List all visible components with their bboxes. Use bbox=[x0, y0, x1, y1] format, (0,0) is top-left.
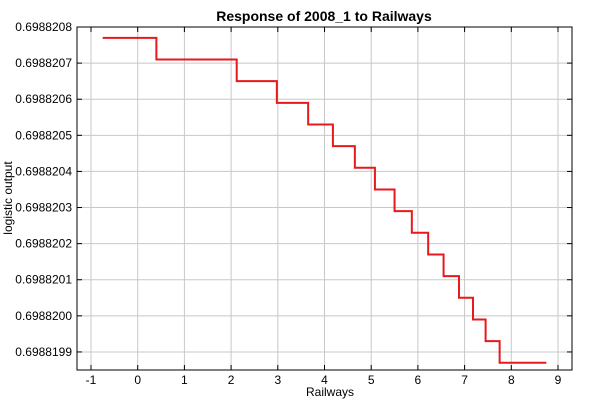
x-tick-label: 6 bbox=[415, 373, 422, 387]
series bbox=[102, 36, 547, 364]
x-tick-labels: -1 0 1 2 3 4 5 6 7 8 9 bbox=[86, 373, 562, 387]
x-tick-label: 3 bbox=[274, 373, 281, 387]
y-tick-label: 0.6988204 bbox=[15, 164, 72, 178]
y-tick-label: 0.6988205 bbox=[15, 128, 72, 142]
axis-ticks bbox=[77, 26, 572, 370]
y-tick-label: 0.6988199 bbox=[15, 345, 72, 359]
x-tick-label: 4 bbox=[321, 373, 328, 387]
y-tick-label: 0.6988203 bbox=[15, 201, 72, 215]
grid bbox=[77, 26, 572, 370]
x-tick-label: -1 bbox=[86, 373, 97, 387]
x-tick-label: 2 bbox=[228, 373, 235, 387]
x-tick-label: 7 bbox=[461, 373, 468, 387]
series-line bbox=[102, 36, 547, 364]
y-tick-label: 0.6988200 bbox=[15, 309, 72, 323]
x-axis-label: Railways bbox=[306, 385, 354, 399]
x-tick-label: 9 bbox=[555, 373, 562, 387]
y-tick-label: 0.6988206 bbox=[15, 92, 72, 106]
chart-title: Response of 2008_1 to Railways bbox=[216, 8, 432, 24]
x-tick-label: 8 bbox=[508, 373, 515, 387]
y-axis-label: logistic output bbox=[1, 161, 15, 235]
y-tick-label: 0.6988202 bbox=[15, 237, 72, 251]
x-tick-label: 1 bbox=[181, 373, 188, 387]
y-tick-labels: 0.6988199 0.6988200 0.6988201 0.6988202 0.69… bbox=[15, 20, 72, 359]
y-tick-label: 0.6988207 bbox=[15, 56, 72, 70]
y-tick-label: 0.6988201 bbox=[15, 273, 72, 287]
x-tick-label: 0 bbox=[134, 373, 141, 387]
x-tick-label: 5 bbox=[368, 373, 375, 387]
y-tick-label: 0.6988208 bbox=[15, 20, 72, 34]
